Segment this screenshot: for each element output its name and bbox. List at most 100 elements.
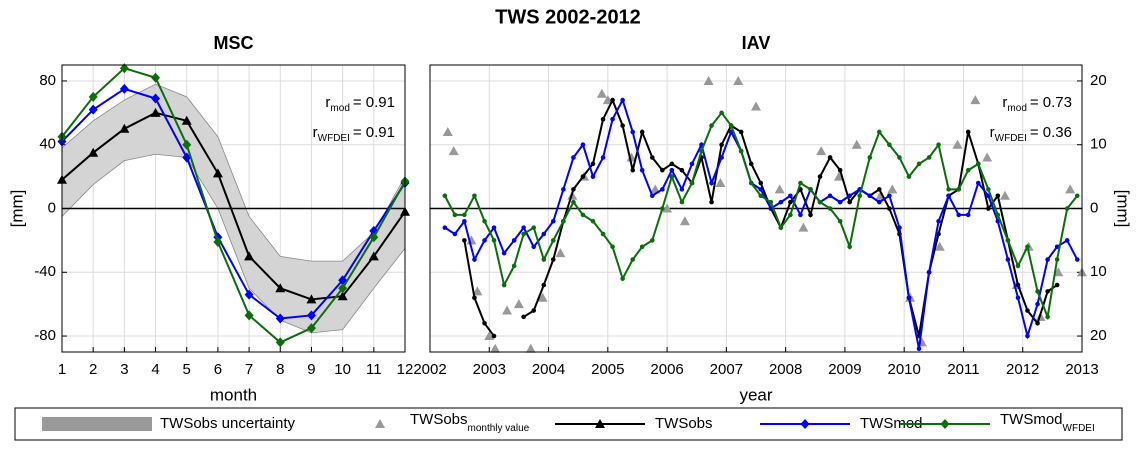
y-axis-label: [mm] bbox=[1114, 190, 1133, 228]
x-axis-label: month bbox=[210, 385, 257, 404]
annotation-subscript: mod bbox=[330, 103, 349, 114]
plot-frame bbox=[429, 64, 1083, 353]
marker bbox=[462, 218, 467, 224]
marker bbox=[482, 238, 487, 243]
marker bbox=[887, 184, 898, 194]
marker bbox=[590, 218, 596, 224]
marker bbox=[442, 225, 448, 230]
marker bbox=[946, 193, 951, 199]
marker bbox=[513, 299, 524, 309]
marker bbox=[837, 218, 843, 224]
marker bbox=[151, 93, 161, 104]
marker bbox=[561, 218, 566, 224]
marker bbox=[306, 310, 316, 321]
marker bbox=[733, 75, 744, 85]
marker bbox=[1065, 184, 1076, 194]
marker bbox=[986, 206, 991, 211]
marker bbox=[181, 115, 192, 125]
marker bbox=[369, 232, 379, 243]
marker bbox=[748, 161, 754, 167]
marker bbox=[758, 187, 764, 192]
marker bbox=[550, 257, 556, 262]
marker bbox=[662, 203, 673, 213]
marker bbox=[462, 238, 467, 243]
panel-title: IAV bbox=[742, 33, 771, 53]
marker bbox=[541, 257, 547, 262]
marker bbox=[375, 419, 385, 428]
marker bbox=[571, 187, 576, 192]
annotation-text: = 0.73 bbox=[1030, 94, 1072, 111]
marker bbox=[452, 231, 458, 237]
marker bbox=[501, 282, 507, 288]
y-tick-label: 80 bbox=[39, 72, 56, 89]
marker bbox=[490, 343, 501, 353]
legend-subscript: WFDEI bbox=[1063, 423, 1095, 434]
marker bbox=[1035, 321, 1040, 326]
marker bbox=[600, 155, 606, 160]
marker bbox=[511, 238, 517, 243]
x-axis-label: year bbox=[739, 385, 772, 404]
marker bbox=[482, 218, 487, 224]
legend-name: TWSobs bbox=[655, 415, 713, 432]
series-line bbox=[61, 111, 406, 301]
marker bbox=[531, 225, 537, 230]
marker bbox=[580, 142, 586, 148]
marker bbox=[679, 167, 685, 173]
marker bbox=[1015, 263, 1021, 269]
marker bbox=[669, 167, 675, 173]
marker bbox=[484, 331, 495, 341]
marker bbox=[306, 294, 317, 304]
annotation: rWFDEI = 0.36 bbox=[990, 124, 1072, 144]
y-tick-label: 10 bbox=[1090, 136, 1107, 153]
marker bbox=[798, 212, 803, 218]
marker bbox=[472, 193, 477, 199]
x-tick-label: 8 bbox=[276, 361, 284, 378]
y-tick-label: 10 bbox=[1090, 263, 1107, 280]
marker bbox=[306, 323, 316, 334]
marker bbox=[956, 187, 962, 192]
annotation-text: = 0.91 bbox=[353, 124, 395, 141]
legend-name: TWSmod bbox=[1000, 411, 1063, 428]
x-tick-label: 2007 bbox=[710, 361, 743, 378]
marker bbox=[244, 289, 254, 300]
marker bbox=[906, 295, 912, 301]
marker bbox=[897, 225, 902, 230]
marker bbox=[491, 333, 497, 339]
marker bbox=[639, 244, 645, 250]
marker bbox=[1035, 301, 1040, 307]
marker bbox=[502, 305, 513, 315]
marker bbox=[580, 212, 586, 218]
marker bbox=[462, 212, 467, 218]
marker bbox=[719, 110, 724, 116]
marker bbox=[531, 244, 537, 250]
marker bbox=[999, 190, 1010, 200]
marker bbox=[275, 283, 286, 293]
marker bbox=[709, 199, 714, 205]
marker bbox=[847, 199, 852, 205]
marker bbox=[1025, 244, 1030, 250]
annotation-text: = 0.36 bbox=[1030, 124, 1072, 141]
marker bbox=[679, 199, 685, 205]
marker bbox=[709, 123, 714, 128]
x-tick-label: 2013 bbox=[1065, 361, 1098, 378]
annotation-text: = 0.91 bbox=[353, 94, 395, 111]
marker bbox=[851, 139, 862, 149]
marker bbox=[703, 75, 714, 85]
marker bbox=[847, 193, 852, 199]
marker bbox=[788, 212, 793, 218]
annotation-subscript: WFDEI bbox=[995, 133, 1027, 144]
marker bbox=[442, 193, 448, 199]
marker bbox=[649, 238, 655, 243]
legend-label: TWSmodWFDEI bbox=[1000, 411, 1095, 434]
marker bbox=[1053, 267, 1064, 277]
marker bbox=[1054, 257, 1060, 262]
marker bbox=[555, 248, 566, 258]
marker bbox=[561, 187, 566, 192]
marker bbox=[827, 206, 833, 211]
marker bbox=[808, 187, 813, 192]
marker bbox=[521, 231, 526, 237]
annotation-symbol: r bbox=[1002, 94, 1007, 111]
marker bbox=[867, 193, 873, 199]
x-tick-label: 6 bbox=[214, 361, 222, 378]
marker bbox=[906, 174, 912, 179]
